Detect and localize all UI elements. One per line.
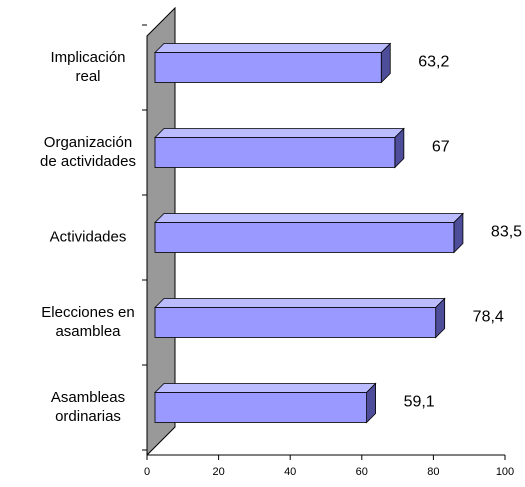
category-label: Organización de actividades bbox=[40, 134, 136, 170]
bar bbox=[154, 42, 392, 84]
x-tick-label: 60 bbox=[356, 466, 368, 478]
category-label: Elecciones en asamblea bbox=[41, 304, 134, 340]
bar bbox=[154, 382, 377, 424]
category-label: Asambleas ordinarias bbox=[51, 389, 125, 425]
category-label: Implicación real bbox=[50, 49, 125, 85]
x-tick-label: 40 bbox=[284, 466, 296, 478]
x-tick-label: 20 bbox=[212, 466, 224, 478]
value-label: 63,2 bbox=[418, 54, 449, 71]
value-label: 67 bbox=[432, 139, 450, 156]
bar-front bbox=[154, 392, 367, 423]
value-label: 59,1 bbox=[404, 394, 435, 411]
x-tick-label: 0 bbox=[144, 466, 150, 478]
bar-top bbox=[154, 213, 464, 223]
bar-top bbox=[154, 128, 405, 138]
bar bbox=[154, 127, 405, 169]
bar bbox=[154, 297, 446, 339]
bar-front bbox=[154, 222, 455, 253]
bar-front bbox=[154, 307, 437, 338]
x-tick-label: 80 bbox=[427, 466, 439, 478]
x-tick-label: 100 bbox=[496, 466, 514, 478]
category-label: Actividades bbox=[50, 228, 127, 245]
bar-front bbox=[154, 137, 396, 168]
value-label: 78,4 bbox=[473, 309, 504, 326]
bar-top bbox=[154, 43, 392, 53]
bar-front bbox=[154, 52, 382, 83]
bar-top bbox=[154, 298, 446, 308]
bar-top bbox=[154, 383, 377, 393]
bar bbox=[154, 212, 464, 254]
value-label: 83,5 bbox=[491, 224, 522, 241]
